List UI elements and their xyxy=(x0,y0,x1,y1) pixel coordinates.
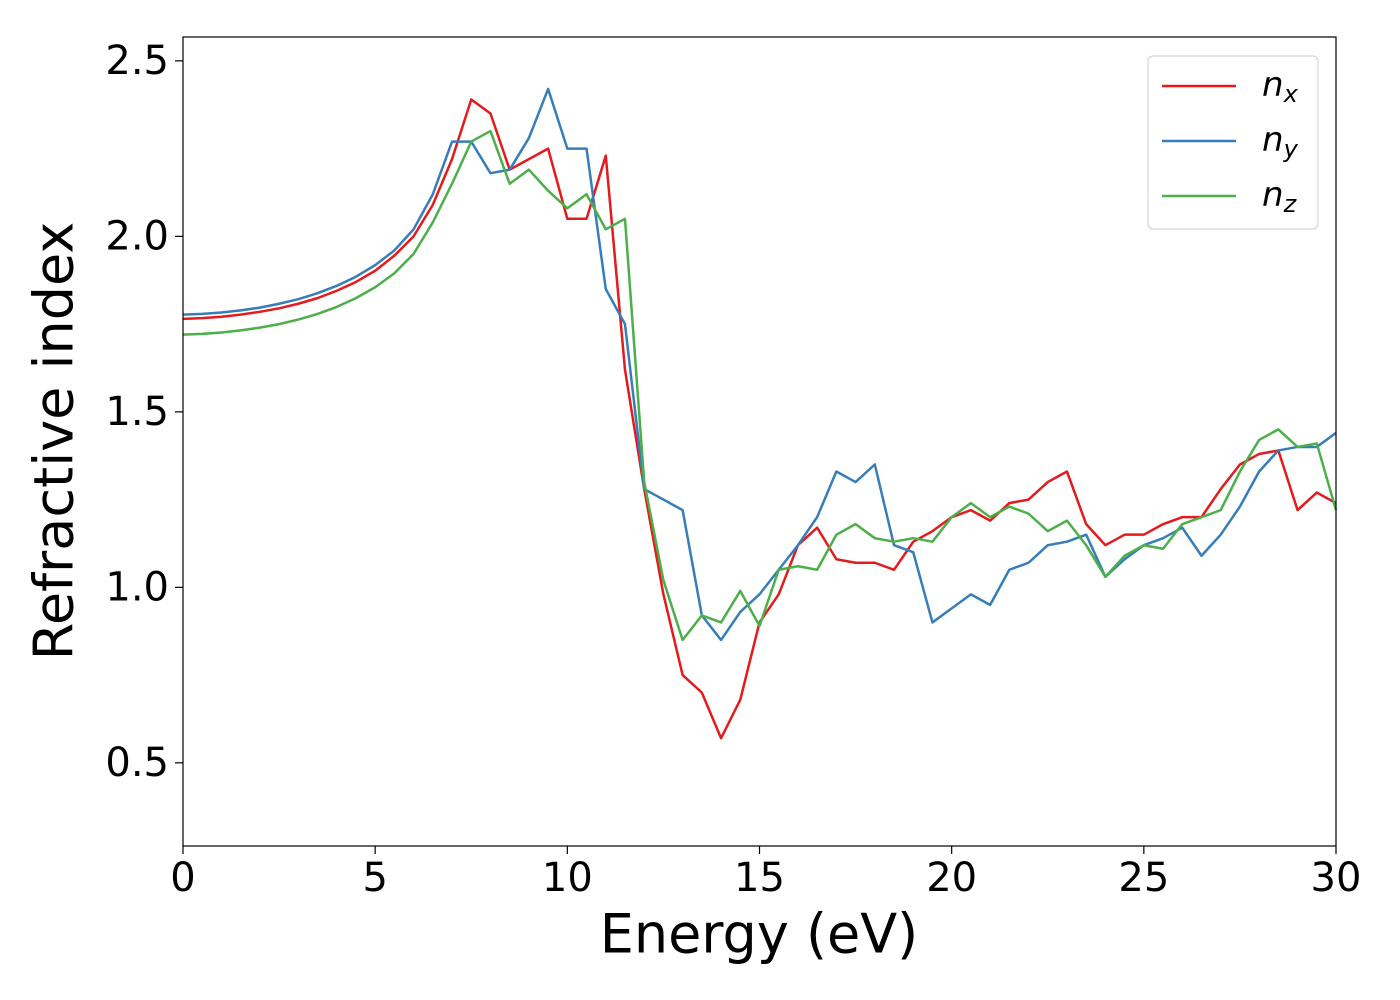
data-line xyxy=(182,129,1338,642)
y-tick-label: 2.5 xyxy=(105,38,169,84)
y-tick-label: 2.0 xyxy=(105,213,169,259)
x-tick-label: 10 xyxy=(542,855,593,901)
y-tick-label: 1.5 xyxy=(105,389,169,435)
x-tick-label: 20 xyxy=(926,855,977,901)
x-tick-label: 30 xyxy=(1311,855,1362,901)
x-axis-label: Energy (eV) xyxy=(600,903,919,966)
legend-label: nx xyxy=(1262,65,1299,109)
y-tick-label: 0.5 xyxy=(105,740,169,786)
y-axis-label: Refractive index xyxy=(23,222,86,661)
y-tick-label: 1.0 xyxy=(105,564,169,610)
legend: nx ny nz xyxy=(1147,55,1319,230)
legend-box xyxy=(1147,55,1319,230)
x-tick-label: 15 xyxy=(734,855,785,901)
x-tick-label: 5 xyxy=(362,855,387,901)
x-tick-label: 0 xyxy=(170,855,195,901)
legend-label: nz xyxy=(1262,175,1298,219)
x-tick-label: 25 xyxy=(1118,855,1169,901)
legend-label: ny xyxy=(1262,120,1299,164)
